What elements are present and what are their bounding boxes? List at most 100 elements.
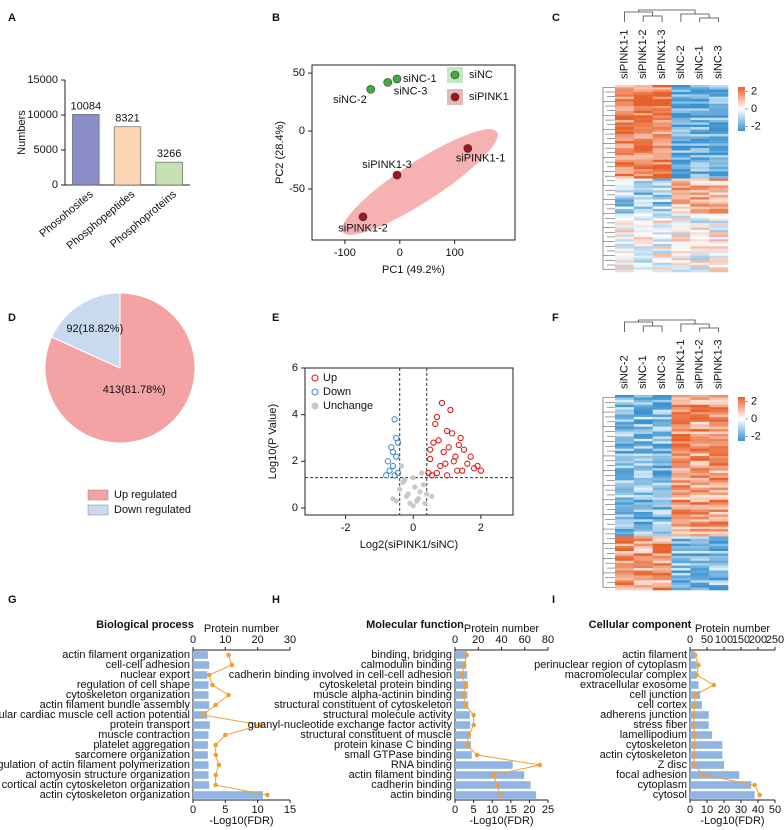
heatmap-cell xyxy=(690,585,710,588)
heatmap-cell xyxy=(690,180,710,184)
heatmap-cell xyxy=(709,241,729,245)
heatmap-cell xyxy=(671,138,691,142)
heatmap-cell xyxy=(615,492,635,496)
heatmap-cell xyxy=(633,243,653,247)
heatmap-cell xyxy=(671,178,691,182)
line-marker xyxy=(213,742,218,748)
heatmap-cell xyxy=(671,434,691,437)
heatmap-cell xyxy=(709,453,729,457)
heatmap-cell xyxy=(652,120,672,123)
heatmap-cell xyxy=(652,577,672,581)
heatmap-cell xyxy=(671,213,691,217)
heatmap-cell xyxy=(633,122,653,126)
heatmap-cell xyxy=(615,587,635,591)
heatmap-cell xyxy=(671,453,691,457)
heatmap-cell xyxy=(615,92,635,95)
heatmap-cell xyxy=(671,134,691,137)
category-label: platelet aggregation xyxy=(93,739,190,751)
heatmap-cell xyxy=(709,171,729,175)
data-point xyxy=(410,475,416,481)
heatmap-cell xyxy=(615,99,635,102)
top-axis-label: Protein number xyxy=(695,623,771,635)
heatmap-cell xyxy=(709,570,729,574)
heatmap-cell xyxy=(671,106,691,109)
heatmap-cell xyxy=(615,434,635,437)
heatmap-cell xyxy=(671,201,691,205)
heatmap-cell xyxy=(690,560,710,564)
heatmap-cell xyxy=(615,218,635,221)
heatmap-cell xyxy=(690,89,710,93)
heatmap-cell xyxy=(709,267,729,270)
heatmap-cell xyxy=(690,262,710,266)
data-point xyxy=(442,460,449,467)
heatmap-cell xyxy=(615,250,635,254)
bottom-tick-label: 0 xyxy=(452,804,458,816)
column-label: siPINK1-1 xyxy=(675,339,687,389)
heatmap-cell xyxy=(709,490,729,493)
data-point xyxy=(398,463,404,469)
heatmap-cell xyxy=(633,463,653,466)
heatmap-cell xyxy=(615,553,635,557)
heatmap-cell xyxy=(615,499,635,503)
heatmap-cell xyxy=(671,587,691,591)
heatmap-cell xyxy=(633,475,653,479)
line-marker xyxy=(692,652,698,658)
bar xyxy=(455,771,525,779)
top-tick-label: 20 xyxy=(472,634,484,646)
heatmap-cell xyxy=(615,164,635,168)
heatmap-cell xyxy=(709,127,729,130)
heatmap-cell xyxy=(615,509,635,513)
heatmap-cell xyxy=(709,134,729,137)
heatmap-cell xyxy=(633,178,653,182)
data-point xyxy=(358,212,368,222)
heatmap-cell xyxy=(652,482,672,486)
heatmap-cell xyxy=(615,197,635,200)
heatmap-cell xyxy=(633,241,653,245)
heatmap-cell xyxy=(633,582,653,586)
heatmap-cell xyxy=(671,145,691,149)
heatmap-cell xyxy=(633,558,653,562)
heatmap-cell xyxy=(690,136,710,140)
heatmap-cell xyxy=(690,416,710,420)
heatmap-cell xyxy=(690,570,710,574)
column-label: siNC-3 xyxy=(656,355,668,389)
point-label: siNC-2 xyxy=(333,94,367,106)
heatmap-cell xyxy=(633,507,653,510)
heatmap-cell xyxy=(633,199,653,203)
bar xyxy=(690,711,709,719)
category-label: cadherin binding involved in cell-cell a… xyxy=(229,669,452,681)
bar xyxy=(193,701,210,709)
heatmap-cell xyxy=(709,101,729,104)
line-marker xyxy=(537,762,543,768)
heatmap-cell xyxy=(709,236,729,240)
top-tick-label: 60 xyxy=(519,634,531,646)
heatmap-cell xyxy=(615,429,635,432)
panel-letter: G xyxy=(8,594,17,606)
heatmap-cell xyxy=(690,438,710,442)
heatmap-cell xyxy=(652,409,672,413)
heatmap-cell xyxy=(633,575,653,579)
category-label: actin cytoskeleton xyxy=(600,749,687,761)
category-label: actomyosin structure organization xyxy=(26,769,190,781)
heatmap-cell xyxy=(709,117,729,121)
heatmap-cell xyxy=(615,213,635,217)
heatmap-cell xyxy=(633,164,653,168)
category-label: cell-cell adhesion xyxy=(106,659,190,671)
heatmap-cell xyxy=(615,206,635,210)
heatmap-cell xyxy=(652,497,672,501)
data-point xyxy=(428,472,435,479)
heatmap-cell xyxy=(690,424,710,427)
heatmap-cell xyxy=(690,101,710,104)
heatmap-cell xyxy=(690,122,710,126)
top-axis-label: Protein number xyxy=(204,623,280,635)
heatmap-cell xyxy=(690,152,710,156)
heatmap-cell xyxy=(615,412,635,415)
heatmap-cell xyxy=(633,255,653,259)
heatmap-cell xyxy=(633,402,653,406)
panel-letter: I xyxy=(552,594,555,606)
heatmap-cell xyxy=(671,192,691,196)
heatmap-cell xyxy=(690,407,710,410)
heatmap-cell xyxy=(615,225,635,228)
data-point xyxy=(455,441,463,449)
